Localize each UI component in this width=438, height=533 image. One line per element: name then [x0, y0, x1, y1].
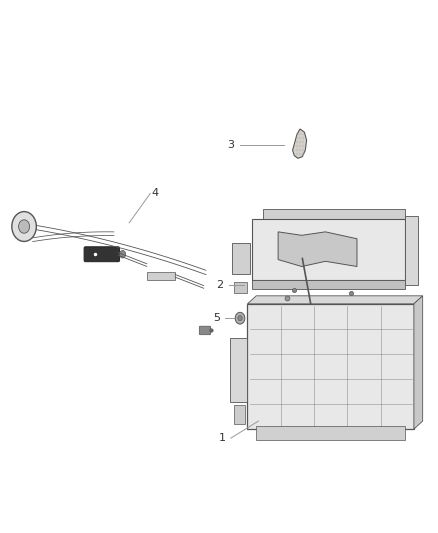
Circle shape — [238, 316, 242, 321]
Polygon shape — [252, 280, 405, 289]
Polygon shape — [247, 296, 423, 304]
FancyBboxPatch shape — [84, 247, 120, 262]
Polygon shape — [263, 209, 405, 219]
FancyBboxPatch shape — [256, 426, 405, 440]
Text: 1: 1 — [219, 433, 226, 443]
Polygon shape — [278, 232, 357, 266]
Circle shape — [235, 312, 245, 324]
FancyBboxPatch shape — [147, 272, 175, 280]
Polygon shape — [293, 129, 307, 158]
Circle shape — [18, 220, 30, 233]
FancyBboxPatch shape — [234, 282, 247, 293]
Polygon shape — [414, 296, 423, 429]
FancyBboxPatch shape — [234, 405, 245, 424]
Circle shape — [120, 251, 126, 258]
Text: 4: 4 — [151, 189, 158, 198]
FancyBboxPatch shape — [252, 219, 405, 280]
FancyBboxPatch shape — [199, 326, 211, 335]
Text: 5: 5 — [213, 313, 220, 323]
FancyBboxPatch shape — [230, 338, 247, 402]
Text: 3: 3 — [227, 140, 234, 150]
FancyBboxPatch shape — [247, 304, 414, 429]
FancyBboxPatch shape — [405, 216, 418, 285]
FancyBboxPatch shape — [232, 243, 250, 274]
Text: 2: 2 — [216, 280, 223, 290]
Circle shape — [12, 212, 36, 241]
